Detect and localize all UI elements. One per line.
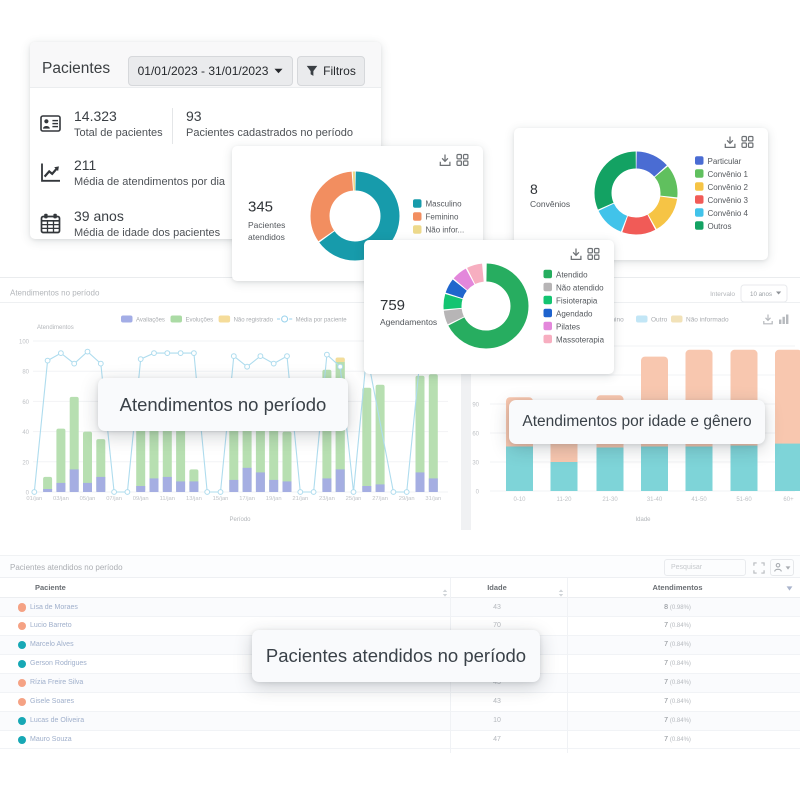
svg-text:40: 40 <box>22 430 29 436</box>
svg-text:8: 8 <box>530 181 538 197</box>
svg-text:11/jan: 11/jan <box>160 496 175 502</box>
svg-text:19/jan: 19/jan <box>266 496 282 502</box>
svg-text:21/jan: 21/jan <box>292 496 308 502</box>
svg-text:60: 60 <box>22 400 29 406</box>
svg-text:17/jan: 17/jan <box>239 496 255 502</box>
svg-text:Feminino: Feminino <box>426 213 459 222</box>
svg-text:Massoterapia: Massoterapia <box>556 335 605 344</box>
svg-text:0: 0 <box>26 491 30 497</box>
svg-text:Convênio 3: Convênio 3 <box>708 196 749 205</box>
svg-text:0-10: 0-10 <box>513 497 526 503</box>
svg-text:03/jan: 03/jan <box>53 496 69 502</box>
svg-text:Agendado: Agendado <box>556 309 593 318</box>
svg-text:0: 0 <box>476 490 480 496</box>
svg-text:01/jan: 01/jan <box>26 496 42 502</box>
svg-text:Convênios: Convênios <box>530 199 570 209</box>
svg-text:759: 759 <box>380 297 405 314</box>
svg-text:Atendido: Atendido <box>556 270 588 279</box>
svg-text:09/jan: 09/jan <box>133 496 149 502</box>
svg-text:100: 100 <box>19 340 30 346</box>
svg-text:345: 345 <box>248 199 273 216</box>
svg-text:29/jan: 29/jan <box>399 496 415 502</box>
svg-text:Idade: Idade <box>635 517 651 523</box>
svg-text:31-40: 31-40 <box>647 497 663 503</box>
svg-text:05/jan: 05/jan <box>80 496 96 502</box>
svg-text:Pacientes: Pacientes <box>248 220 285 230</box>
svg-text:21-30: 21-30 <box>602 497 618 503</box>
svg-text:Atendimentos no período: Atendimentos no período <box>10 289 100 298</box>
svg-text:27/jan: 27/jan <box>372 496 388 502</box>
svg-text:Período: Período <box>229 517 251 523</box>
svg-text:Avaliações: Avaliações <box>136 318 165 324</box>
svg-text:31/jan: 31/jan <box>425 496 441 502</box>
svg-text:Convênio 1: Convênio 1 <box>708 170 749 179</box>
svg-text:10 anos: 10 anos <box>750 291 772 298</box>
svg-text:atendidos: atendidos <box>248 232 285 242</box>
svg-text:23/jan: 23/jan <box>319 496 335 502</box>
svg-text:11-20: 11-20 <box>557 497 573 503</box>
svg-text:Atendimentos: Atendimentos <box>37 325 74 331</box>
svg-text:Pilates: Pilates <box>556 322 580 331</box>
svg-text:Fisioterapia: Fisioterapia <box>556 296 598 305</box>
svg-text:Não atendido: Não atendido <box>556 283 604 292</box>
svg-text:Outros: Outros <box>708 222 732 231</box>
svg-text:60+: 60+ <box>783 497 794 503</box>
svg-text:Outro: Outro <box>651 317 668 324</box>
svg-text:41-50: 41-50 <box>691 497 707 503</box>
svg-text:25/jan: 25/jan <box>346 496 362 502</box>
svg-text:80: 80 <box>22 370 29 376</box>
svg-text:Intervalo: Intervalo <box>710 291 735 298</box>
svg-text:Particular: Particular <box>708 157 742 166</box>
svg-text:Não infor...: Não infor... <box>426 226 465 235</box>
svg-text:07/jan: 07/jan <box>106 496 122 502</box>
svg-text:Não registrado: Não registrado <box>234 318 274 324</box>
svg-text:Agendamentos: Agendamentos <box>380 317 437 327</box>
svg-text:15/jan: 15/jan <box>213 496 229 502</box>
svg-text:Convênio 4: Convênio 4 <box>708 209 749 218</box>
svg-text:Evoluções: Evoluções <box>186 318 214 324</box>
svg-text:Masculino: Masculino <box>426 200 463 209</box>
svg-text:13/jan: 13/jan <box>186 496 202 502</box>
svg-text:20: 20 <box>22 460 29 466</box>
svg-text:Média por paciente: Média por paciente <box>296 318 348 324</box>
svg-text:Convênio 2: Convênio 2 <box>708 183 749 192</box>
svg-text:Não informado: Não informado <box>686 317 729 324</box>
svg-text:90: 90 <box>472 403 479 409</box>
svg-text:51-60: 51-60 <box>736 497 752 503</box>
svg-text:60: 60 <box>472 432 479 438</box>
svg-text:30: 30 <box>472 461 479 467</box>
